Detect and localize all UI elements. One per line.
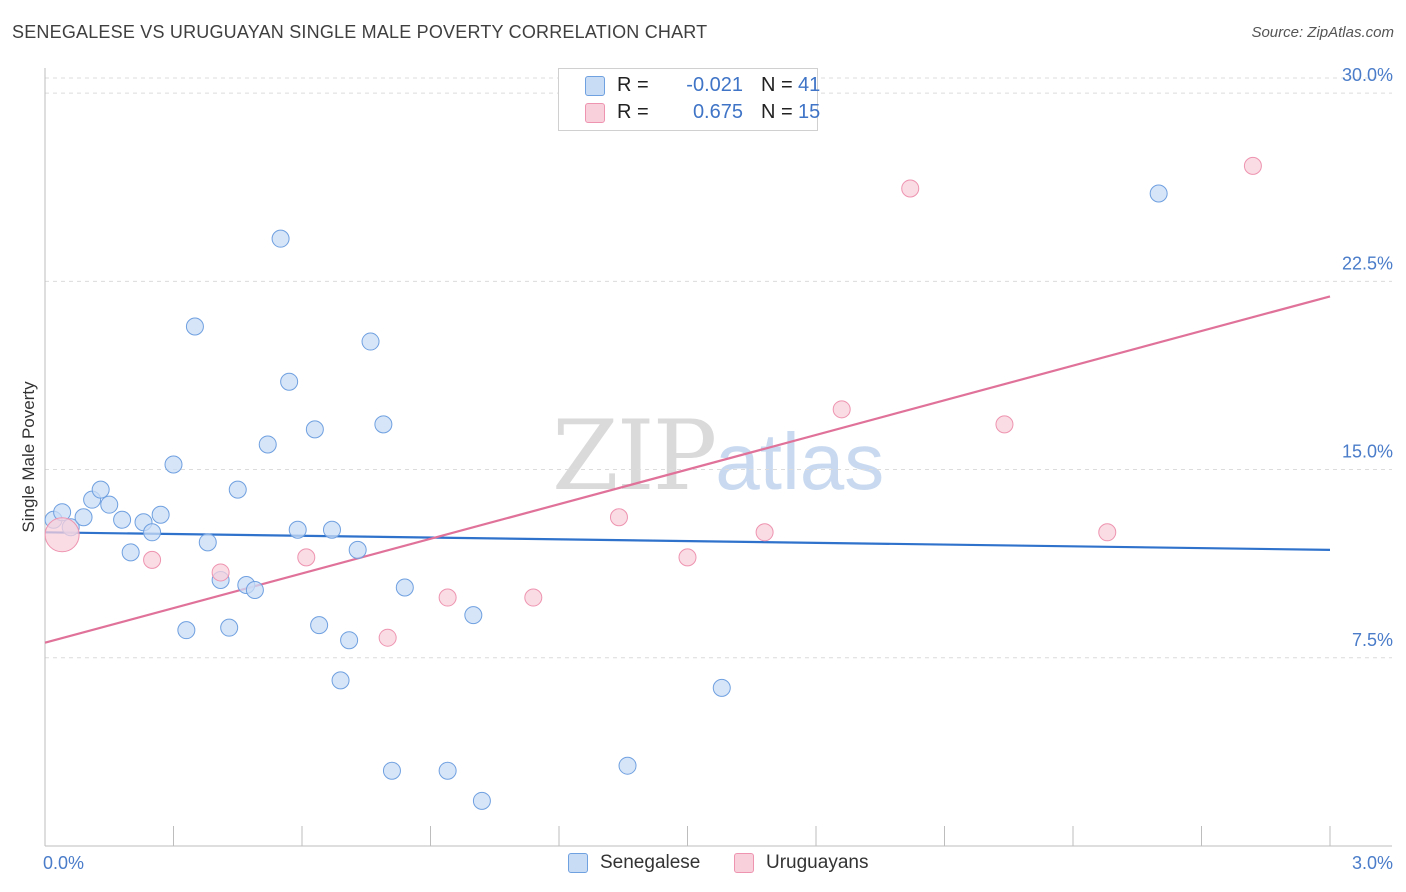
legend-n-value: 15: [798, 101, 821, 123]
data-point: [832, 400, 851, 419]
data-point: [297, 548, 316, 567]
chart-title: SENEGALESE VS URUGUAYAN SINGLE MALE POVE…: [12, 22, 708, 42]
legend-r-label: R =: [617, 101, 649, 123]
series-uruguayans: [44, 156, 1262, 647]
x-tick-label: 3.0%: [1352, 853, 1393, 873]
legend-n-label: N =: [761, 74, 793, 96]
watermark-zip: ZIP: [552, 400, 717, 512]
y-tick-label: 7.5%: [1352, 630, 1393, 650]
trend-line-senegalese: [44, 531, 1331, 551]
data-point: [177, 621, 196, 640]
legend-n-value: 41: [798, 74, 821, 96]
series-senegalese: [44, 184, 1168, 810]
data-point: [100, 495, 119, 514]
data-point: [151, 505, 170, 524]
correlation-legend: R = -0.021 N = 41 R = 0.675 N = 15: [558, 68, 821, 131]
data-point: [121, 543, 140, 562]
data-point: [361, 332, 380, 351]
gridlines: [45, 77, 1392, 659]
watermark-atlas: atlas: [715, 417, 885, 506]
legend-r-label: R =: [617, 74, 649, 96]
data-point: [464, 606, 483, 625]
data-point: [220, 618, 239, 637]
data-point: [1149, 184, 1168, 203]
data-point: [1098, 523, 1117, 542]
data-point: [609, 508, 628, 527]
bottom-legend-uruguayans: Uruguayans: [734, 852, 894, 876]
data-points: [44, 156, 1262, 810]
data-point: [340, 631, 359, 650]
data-point: [1243, 156, 1262, 175]
bottom-legend-swatch-uruguayans: [734, 853, 754, 873]
data-point: [305, 420, 324, 439]
data-point: [288, 520, 307, 539]
data-point: [228, 480, 247, 499]
data-point: [901, 179, 920, 198]
data-point: [755, 523, 774, 542]
y-axis-label: Single Male Poverty: [19, 381, 38, 533]
axis-labels: 7.5% 15.0% 22.5% 30.0% 0.0% 3.0% Single Male P…: [19, 65, 1393, 873]
data-point: [438, 761, 457, 780]
data-point: [91, 480, 110, 499]
data-point: [378, 628, 397, 647]
data-point: [678, 548, 697, 567]
data-point: [44, 517, 80, 553]
data-point: [198, 533, 217, 552]
data-point: [331, 671, 350, 690]
data-point: [995, 415, 1014, 434]
data-point: [438, 588, 457, 607]
data-point: [472, 791, 491, 810]
data-point: [280, 372, 299, 391]
source-label: Source: ZipAtlas.com: [1251, 24, 1394, 41]
data-point: [712, 678, 731, 697]
data-point: [524, 588, 543, 607]
data-point: [348, 540, 367, 559]
legend-n-label: N =: [761, 101, 793, 123]
data-point: [211, 563, 230, 582]
legend-swatch-uruguayans: [585, 103, 605, 123]
legend-r-value: -0.021: [686, 74, 743, 96]
data-point: [374, 415, 393, 434]
data-point: [322, 520, 341, 539]
bottom-legend-label: Uruguayans: [766, 852, 869, 873]
data-point: [143, 550, 162, 569]
data-point: [258, 435, 277, 454]
legend-r-value: 0.675: [692, 101, 743, 123]
data-point: [74, 508, 93, 527]
data-point: [185, 317, 204, 336]
data-point: [164, 455, 183, 474]
data-point: [271, 229, 290, 248]
y-tick-label: 30.0%: [1342, 65, 1393, 85]
data-point: [618, 756, 637, 775]
data-point: [382, 761, 401, 780]
bottom-legend-label: Senegalese: [600, 852, 701, 873]
y-tick-label: 22.5%: [1342, 253, 1393, 273]
data-point: [310, 616, 329, 635]
axes: [44, 68, 1392, 847]
x-tick-label: 0.0%: [43, 853, 84, 873]
data-point: [395, 578, 414, 597]
data-point: [143, 523, 162, 542]
y-tick-label: 15.0%: [1342, 442, 1393, 462]
data-point: [245, 581, 264, 600]
bottom-legend-senegalese: Senegalese: [568, 852, 728, 876]
bottom-legend-swatch-senegalese: [568, 853, 588, 873]
legend-swatch-senegalese: [585, 76, 605, 96]
data-point: [113, 510, 132, 529]
watermark: ZIPatlas: [552, 400, 884, 512]
